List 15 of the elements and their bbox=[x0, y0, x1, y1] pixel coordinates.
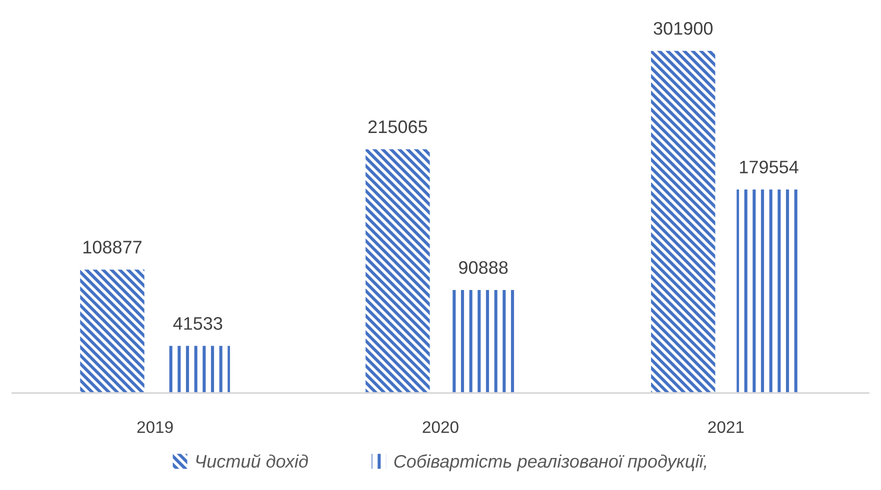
data-label: 179554 bbox=[740, 160, 798, 174]
legend-label: Чистий дохід bbox=[196, 454, 308, 468]
data-label: 301900 bbox=[654, 22, 713, 35]
legend-label: Собівартість реалізованої продукції, bbox=[394, 454, 706, 472]
x-tick-label: 2021 bbox=[708, 421, 744, 433]
data-label: 108877 bbox=[83, 240, 142, 254]
x-tick-label: 2019 bbox=[137, 421, 173, 433]
bar bbox=[651, 50, 716, 393]
bar bbox=[451, 290, 516, 393]
data-label: 41533 bbox=[173, 317, 222, 330]
data-label: 90888 bbox=[459, 261, 508, 274]
x-tick-label: 2020 bbox=[422, 421, 458, 433]
data-label: 215065 bbox=[368, 120, 428, 134]
bar bbox=[80, 270, 144, 393]
bar bbox=[366, 149, 430, 393]
